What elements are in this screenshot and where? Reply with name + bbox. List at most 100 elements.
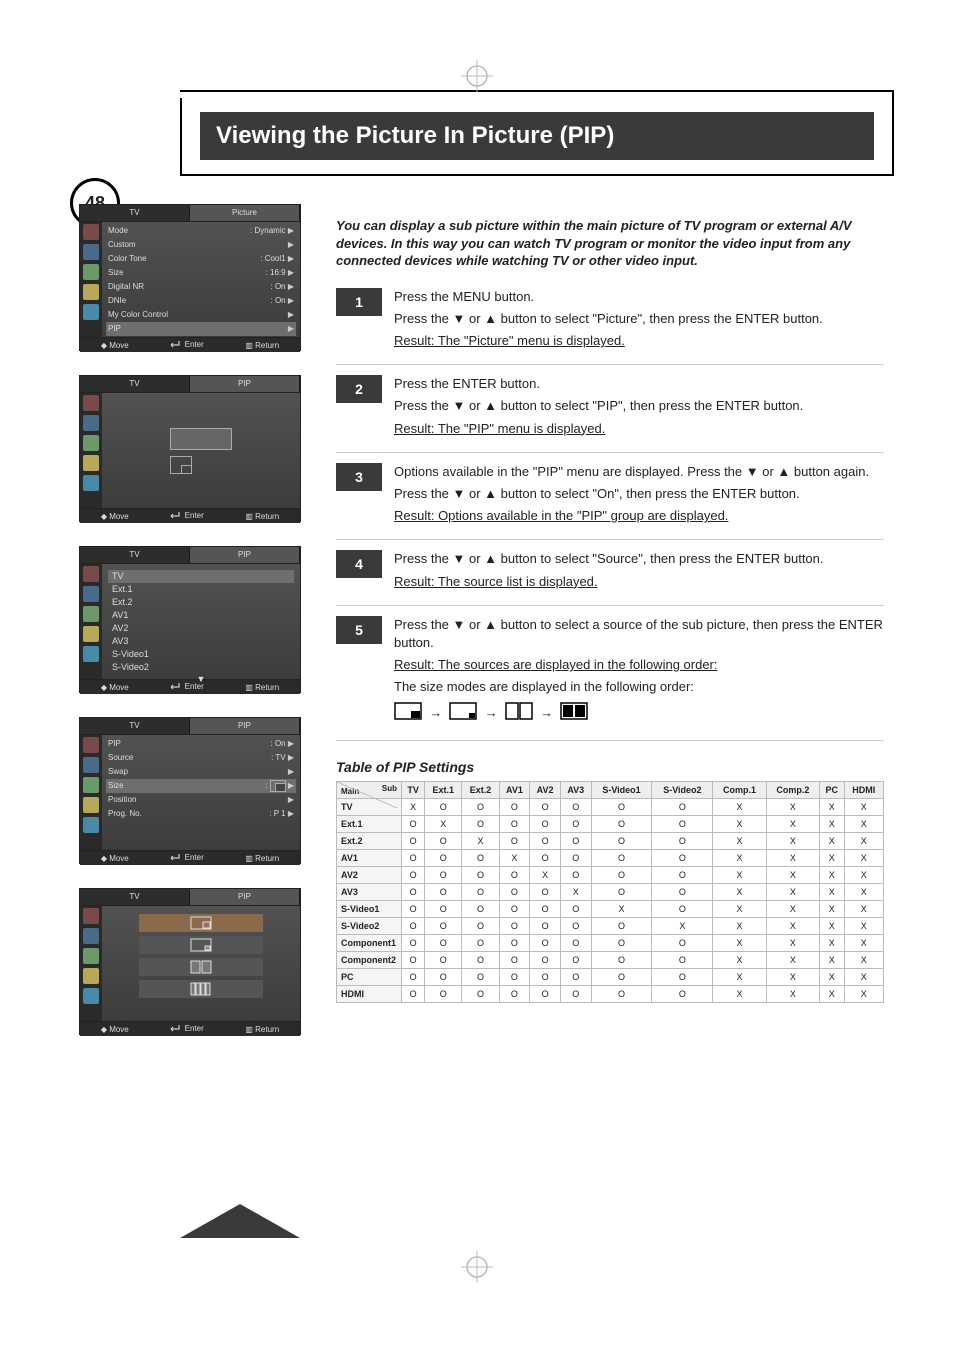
table-cell: O [462, 849, 499, 866]
page-title: Viewing the Picture In Picture (PIP) [200, 112, 874, 160]
table-cell: X [844, 917, 883, 934]
step-number: 3 [336, 463, 382, 491]
osd-pip-on: TV PIP ◆ Move Enter ▥ Return [79, 375, 301, 522]
table-row: AV2OOOOXOOOXXXX [337, 866, 884, 883]
osd-item-value: Cool1 [265, 254, 286, 263]
table-cell: O [425, 866, 462, 883]
table-cell: O [560, 798, 591, 815]
table-row: S-Video1OOOOOOXOXXXX [337, 900, 884, 917]
table-row-label: HDMI [337, 985, 402, 1002]
table-row-label: S-Video2 [337, 917, 402, 934]
table-cell: O [425, 985, 462, 1002]
osd-item-value: On [275, 296, 286, 305]
table-cell: X [844, 900, 883, 917]
table-cell: O [462, 815, 499, 832]
osd-footer-label: Move [109, 854, 129, 863]
osd-tab: TV [80, 547, 190, 563]
table-cell: O [591, 968, 652, 985]
table-cell: O [499, 985, 530, 1002]
table-cell: O [530, 985, 561, 1002]
table-cell: O [402, 985, 425, 1002]
table-cell: X [844, 815, 883, 832]
table-row: AV1OOOXOOOOXXXX [337, 849, 884, 866]
table-cell: X [713, 883, 766, 900]
table-row-label: Component2 [337, 951, 402, 968]
table-row: AV3OOOOOXOOXXXX [337, 883, 884, 900]
step-line: Press the ▼ or ▲ button to select "Sourc… [394, 550, 824, 568]
table-cell: O [462, 900, 499, 917]
table-cell: O [462, 798, 499, 815]
osd-source-list: TV PIP TV Ext.1 Ext.2 AV1 AV2 AV3 S-Vide… [79, 546, 301, 693]
osd-item-label: PIP [108, 322, 121, 336]
table-cell: O [425, 900, 462, 917]
step-5: 5 Press the ▼ or ▲ button to select a so… [336, 616, 884, 741]
table-cell: O [402, 968, 425, 985]
osd-footer-label: Return [255, 512, 279, 521]
table-cell: X [844, 951, 883, 968]
osd-source-item: S-Video2 [108, 661, 294, 674]
table-cell: O [530, 951, 561, 968]
step-number: 1 [336, 288, 382, 316]
table-cell: O [560, 815, 591, 832]
table-col-header: Comp.1 [713, 781, 766, 798]
osd-icon-strip [80, 222, 102, 337]
table-cell: O [652, 934, 713, 951]
table-cell: O [652, 815, 713, 832]
table-row: Ext.1OXOOOOOOXXXX [337, 815, 884, 832]
osd-source-item: AV3 [108, 635, 294, 648]
table-row: S-Video2OOOOOOOXXXXX [337, 917, 884, 934]
osd-footer-label: Enter [185, 682, 204, 691]
page-frame [180, 90, 894, 98]
table-cell: O [530, 917, 561, 934]
osd-item-label: My Color Control [108, 308, 168, 322]
table-cell: O [402, 900, 425, 917]
table-cell: X [713, 849, 766, 866]
table-row-label: AV2 [337, 866, 402, 883]
table-cell: O [462, 968, 499, 985]
osd-footer-label: Move [109, 683, 129, 692]
osd-icon [83, 224, 99, 240]
table-cell: O [462, 866, 499, 883]
table-cell: X [820, 815, 845, 832]
table-cell: X [713, 951, 766, 968]
table-row: Ext.2OOXOOOOOXXXX [337, 832, 884, 849]
osd-size-options: TV PIP ◆ Move Enter ▥ Return [79, 888, 301, 1035]
osd-size-option [139, 914, 263, 932]
table-cell: O [402, 866, 425, 883]
size-mode-icons-row: → → → [394, 702, 884, 725]
table-row: PCOOOOOOOOXXXX [337, 968, 884, 985]
table-cell: O [499, 968, 530, 985]
table-row-label: AV1 [337, 849, 402, 866]
osd-source-item: AV1 [108, 609, 294, 622]
table-cell: O [560, 968, 591, 985]
osd-tab-tv: TV [80, 205, 190, 221]
table-cell: O [402, 917, 425, 934]
table-cell: X [844, 866, 883, 883]
table-cell: X [766, 883, 819, 900]
step-line: Press the ▼ or ▲ button to select a sour… [394, 616, 884, 652]
table-cell: X [713, 866, 766, 883]
osd-item-list: Mode: Dynamic ▶ Custom▶ Color Tone: Cool… [102, 222, 300, 337]
step-2: 2 Press the ENTER button. Press the ▼ or… [336, 375, 884, 453]
table-col-header: HDMI [844, 781, 883, 798]
table-cell: O [499, 815, 530, 832]
table-cell: O [591, 849, 652, 866]
table-cell: O [591, 883, 652, 900]
enter-icon [170, 340, 182, 350]
table-col-header: AV1 [499, 781, 530, 798]
table-cell: X [766, 832, 819, 849]
table-cell: O [560, 985, 591, 1002]
osd-item-value: On [275, 739, 286, 748]
table-cell: X [766, 866, 819, 883]
step-line: Press the ENTER button. [394, 375, 803, 393]
table-cell: O [530, 815, 561, 832]
table-cell: X [713, 985, 766, 1002]
table-row-label: Ext.1 [337, 815, 402, 832]
footer-triangle-icon [180, 1204, 300, 1238]
size-mode-large-icon [394, 702, 422, 725]
osd-footer: ◆ Move Enter ▥ Return [80, 337, 300, 352]
table-cell: O [462, 985, 499, 1002]
osd-tab: TV [80, 889, 190, 905]
table-row: TVXOOOOOOOXXXX [337, 798, 884, 815]
table-cell: X [820, 917, 845, 934]
